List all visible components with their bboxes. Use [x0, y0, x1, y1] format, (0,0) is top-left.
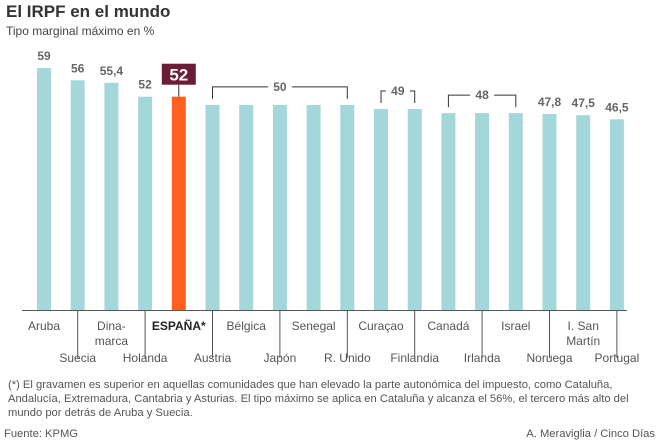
category-label: Dina-marca	[95, 319, 129, 348]
data-label: 47,5	[572, 96, 596, 110]
data-label: 56	[71, 61, 85, 75]
bar	[205, 104, 220, 310]
group-label-bg	[470, 87, 495, 104]
category-label: Japón	[264, 351, 297, 365]
bar	[104, 82, 119, 310]
category-label: Canadá	[427, 319, 469, 333]
footnote: (*) El gravamen es superior en aquellas …	[8, 379, 629, 419]
bar	[407, 109, 422, 310]
category-label: Portugal	[595, 351, 640, 365]
group-label: 49	[391, 84, 405, 98]
category-label: Irlanda	[464, 351, 501, 365]
bar	[441, 113, 456, 310]
bar	[138, 96, 153, 311]
data-label: 52	[169, 66, 188, 85]
category-label: Austria	[194, 351, 232, 365]
bar	[609, 119, 624, 311]
highlight-label-box	[161, 63, 196, 85]
category-label: Curaçao	[358, 319, 404, 333]
data-label: 46,5	[605, 100, 629, 114]
data-label: 52	[138, 78, 152, 92]
data-label: 59	[37, 49, 51, 63]
credit: A. Meraviglia / Cinco Días	[526, 428, 655, 440]
chart-subtitle: Tipo marginal máximo en %	[6, 24, 155, 38]
bar	[171, 96, 186, 311]
bar	[239, 104, 254, 310]
bar	[37, 68, 51, 310]
category-label: R. Unido	[324, 351, 371, 365]
bar	[340, 104, 355, 310]
category-label: Suecia	[59, 351, 96, 365]
chart-title: El IRPF en el mundo	[6, 2, 171, 21]
group-label: 50	[273, 80, 287, 94]
bar	[542, 113, 557, 310]
category-label: I. San Martín	[566, 319, 600, 348]
bar	[508, 113, 523, 310]
data-label: 55,4	[100, 64, 124, 78]
bar	[475, 113, 490, 310]
group-label-bg	[385, 83, 410, 100]
category-label: Israel	[501, 319, 530, 333]
group-label: 48	[475, 88, 489, 102]
source: Fuente: KPMG	[4, 428, 78, 440]
category-label: Senegal	[292, 319, 336, 333]
category-label: Bélgica	[227, 319, 267, 333]
category-label: Noruega	[526, 351, 572, 365]
bar	[306, 104, 321, 310]
group-label-bg	[267, 78, 292, 95]
bar	[374, 109, 388, 310]
data-label: 47,8	[538, 95, 562, 109]
category-label: Aruba	[28, 319, 60, 333]
bar	[576, 115, 591, 310]
category-label: ESPAÑA*	[152, 318, 206, 333]
bar	[70, 80, 85, 310]
category-label: Holanda	[123, 351, 168, 365]
bar-chart: 59 Aruba 56 Suecia 55,4 Dina-marca 52 Holanda 52…	[22, 49, 640, 365]
bar	[272, 104, 287, 310]
category-label: Finlandia	[390, 351, 439, 365]
